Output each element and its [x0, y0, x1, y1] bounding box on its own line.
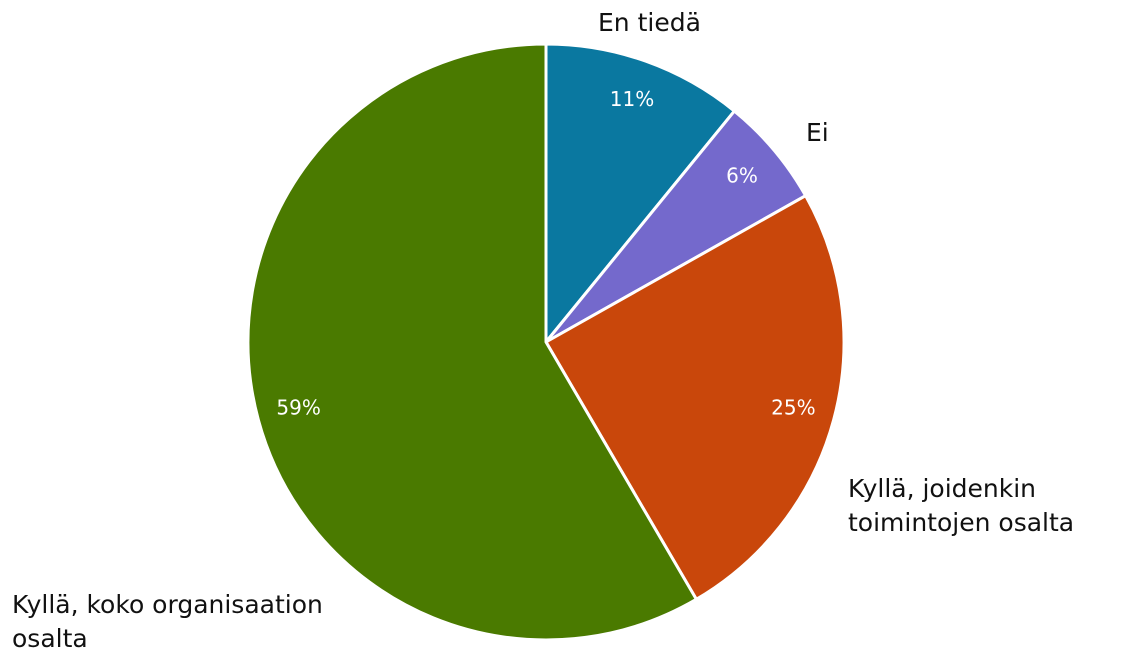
category-label: Kyllä, koko organisaation osalta: [12, 590, 323, 653]
value-label: 11%: [610, 87, 654, 111]
category-label: Ei: [806, 118, 829, 147]
pie-slice: [544, 42, 736, 344]
category-label: En tiedä: [598, 8, 701, 37]
category-label: Kyllä, joidenkin toimintojen osalta: [848, 474, 1075, 537]
pie-slice: [544, 194, 846, 601]
value-label: 6%: [726, 163, 758, 187]
value-label: 59%: [276, 395, 320, 419]
value-label: 25%: [771, 395, 815, 419]
pie-slice: [246, 42, 698, 642]
